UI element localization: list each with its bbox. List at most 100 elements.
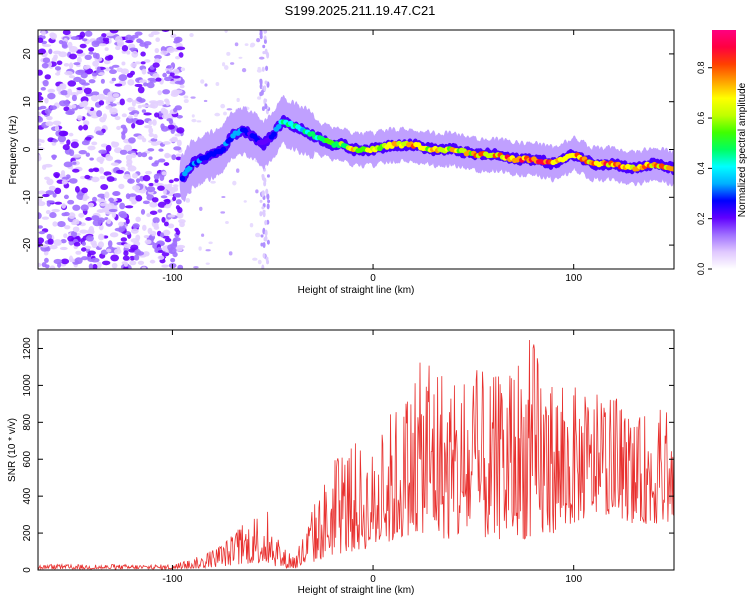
spectrogram-noise-cell [260, 89, 264, 96]
spectrogram-noise-cell [80, 72, 88, 79]
spectrogram-noise-cell [38, 69, 43, 76]
spectrogram-noise-cell [266, 193, 270, 201]
spectrogram-y-tick-label: -20 [22, 237, 33, 252]
spectrogram-noise-cell [125, 193, 131, 200]
spectrogram-noise-cell [38, 95, 44, 101]
spectrogram-noise-cell [76, 87, 84, 91]
spectrogram-noise-cell [91, 72, 98, 77]
spectrogram-noise-cell [127, 178, 135, 184]
spectrogram-noise-cell [98, 149, 108, 154]
spectrogram-noise-cell [96, 261, 102, 269]
spectrogram-noise-cell [38, 212, 42, 220]
spectrogram-noise-cell [42, 57, 51, 64]
spectrogram-noise-cell [249, 222, 254, 228]
spectrogram-noise-cell [189, 32, 194, 38]
spectrogram-noise-cell [153, 173, 160, 180]
spectrogram-noise-cell [97, 241, 105, 248]
spectrogram-noise-cell [142, 174, 151, 182]
spectrogram-noise-cell [47, 88, 56, 93]
spectrogram-noise-cell [160, 107, 167, 114]
spectrogram-noise-cell [164, 76, 172, 82]
spectrogram-noise-cell [52, 221, 58, 227]
spectrogram-noise-cell [161, 252, 170, 257]
spectrogram-noise-cell [172, 196, 177, 202]
spectrogram-noise-cell [173, 107, 178, 113]
spectrogram-noise-cell [50, 32, 57, 40]
spectrogram-noise-cell [266, 239, 270, 245]
spectrogram-noise-cell [173, 186, 179, 192]
spectrogram-noise-cell [152, 62, 160, 68]
spectrogram-noise-cell [149, 259, 156, 264]
spectrogram-noise-cell [125, 34, 133, 42]
spectrogram-noise-cell [42, 193, 50, 198]
spectrogram-noise-cell [135, 216, 141, 223]
spectrogram-noise-cell [106, 176, 115, 182]
spectrogram-noise-cell [76, 115, 83, 121]
spectrogram-noise-cell [229, 62, 235, 65]
spectrogram-noise-cell [132, 185, 141, 191]
spectrogram-noise-cell [116, 67, 123, 73]
spectrogram-noise-cell [44, 74, 51, 80]
spectrogram-noise-cell [52, 120, 62, 126]
spectrogram-noise-cell [49, 105, 58, 110]
spectrogram-noise-cell [220, 211, 226, 214]
spectrogram-ridge-cell [179, 175, 186, 182]
spectrogram-noise-cell [38, 48, 47, 55]
spectrogram-noise-cell [153, 58, 161, 64]
spectrogram-noise-cell [43, 250, 49, 256]
spectrogram-y-tick-label: -10 [22, 190, 33, 205]
spectrogram-noise-cell [38, 142, 42, 147]
spectrogram-noise-cell [90, 95, 99, 102]
spectrogram-noise-cell [205, 262, 210, 265]
spectrogram-noise-cell [46, 200, 55, 204]
spectrogram-noise-cell [146, 186, 156, 193]
spectrogram-noise-cell [131, 123, 136, 129]
spectrogram-noise-cell [167, 124, 175, 130]
spectrogram-noise-cell [84, 30, 93, 37]
spectrogram-noise-cell [68, 212, 76, 219]
spectrogram-noise-cell [225, 220, 229, 224]
spectrogram-noise-cell [143, 235, 149, 239]
spectrogram-noise-cell [174, 80, 183, 85]
spectrogram-noise-cell [38, 225, 43, 229]
snr-x-tick-label: 0 [370, 574, 376, 585]
spectrogram-noise-cell [41, 216, 50, 220]
spectrogram-noise-cell [111, 77, 117, 82]
spectrogram-noise-cell [74, 186, 80, 193]
spectrogram-noise-cell [63, 106, 70, 112]
spectrogram-noise-cell [100, 183, 109, 191]
spectrogram-noise-cell [121, 45, 129, 52]
spectrogram-noise-cell [135, 178, 141, 184]
spectrogram-noise-cell [172, 75, 181, 79]
colorbar-tick-label: 0.0 [696, 263, 706, 276]
spectrogram-noise-cell [261, 174, 265, 181]
spectrogram-noise-cell [264, 103, 268, 110]
spectrogram-noise-cell [183, 95, 189, 99]
spectrogram-noise-cell [228, 251, 233, 256]
spectrogram-noise-cell [73, 62, 81, 66]
spectrogram-noise-cell [131, 100, 136, 107]
spectrogram-noise-cell [49, 212, 57, 219]
spectrogram-noise-cell [118, 183, 125, 190]
spectrogram-noise-cell [129, 255, 136, 261]
spectrogram-noise-cell [162, 72, 167, 78]
spectrogram-noise-cell [88, 51, 94, 55]
spectrogram-noise-cell [68, 132, 74, 137]
spectrogram-x-label: Height of straight line (km) [298, 285, 415, 296]
spectrogram-noise-cell [158, 148, 164, 152]
spectrogram-noise-cell [265, 188, 269, 195]
spectrogram-noise-cell [160, 50, 168, 55]
spectrogram-noise-cell [175, 205, 181, 210]
spectrogram-noise-cell [106, 248, 112, 253]
spectrogram-noise-cell [98, 167, 105, 174]
spectrogram-noise-cell [170, 257, 176, 263]
spectrogram-noise-cell [154, 160, 160, 165]
spectrogram-noise-cell [127, 79, 135, 86]
spectrogram-noise-cell [105, 144, 112, 152]
spectrogram-noise-cell [170, 128, 176, 134]
spectrogram-noise-cell [96, 110, 103, 117]
spectrogram-y-tick-label: 0 [22, 146, 33, 152]
spectrogram-noise-cell [78, 150, 87, 155]
spectrogram-noise-cell [131, 200, 137, 205]
spectrogram-noise-cell [114, 227, 123, 232]
